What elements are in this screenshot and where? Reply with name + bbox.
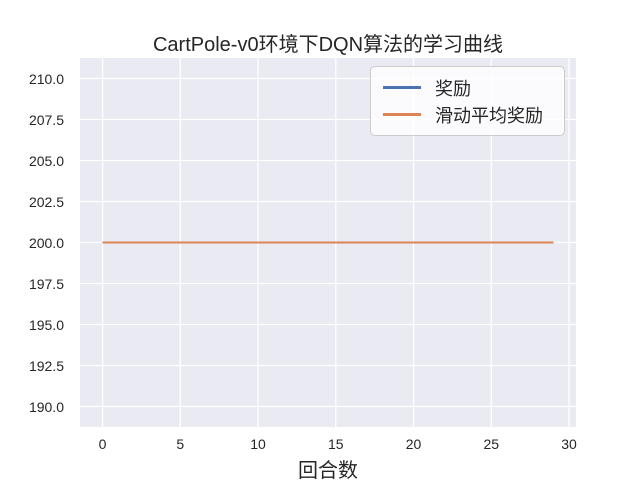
x-tick-label: 5 (176, 436, 185, 452)
y-tick-label: 210.0 (28, 70, 64, 87)
x-tick-label: 0 (98, 436, 107, 452)
legend: 奖励 滑动平均奖励 (370, 66, 565, 136)
legend-label-moving-average-reward: 滑动平均奖励 (435, 105, 543, 126)
plot-area: 奖励 滑动平均奖励 (80, 58, 576, 427)
x-tick-label: 10 (250, 436, 266, 452)
moving-average-reward-line-swatch (383, 113, 421, 116)
y-tick-label: 205.0 (28, 152, 64, 169)
x-tick-label: 30 (561, 436, 577, 452)
y-tick-label: 197.5 (28, 275, 64, 292)
reward-line-swatch (383, 86, 421, 89)
y-axis-ticks: 190.0 192.5 195.0 197.5 200.0 202.5 205.0 207.5… (0, 58, 64, 427)
y-tick-label: 192.5 (28, 357, 64, 374)
y-tick-label: 195.0 (28, 316, 64, 333)
chart-title: CartPole-v0环境下DQN算法的学习曲线 (152, 34, 504, 56)
y-tick-label: 200.0 (28, 234, 64, 251)
x-tick-label: 15 (327, 436, 344, 452)
x-tick-label: 20 (405, 436, 422, 452)
y-tick-label: 202.5 (28, 193, 64, 210)
x-axis-label: 回合数 (298, 460, 358, 482)
x-tick-label: 25 (483, 436, 500, 452)
y-tick-label: 207.5 (28, 111, 64, 128)
legend-item-moving-average-reward: 滑动平均奖励 (381, 101, 554, 128)
y-tick-label: 190.0 (28, 398, 64, 415)
legend-item-reward: 奖励 (381, 74, 554, 101)
legend-label-reward: 奖励 (435, 78, 471, 99)
x-axis-ticks: 0 5 10 15 20 25 30 (80, 436, 577, 454)
